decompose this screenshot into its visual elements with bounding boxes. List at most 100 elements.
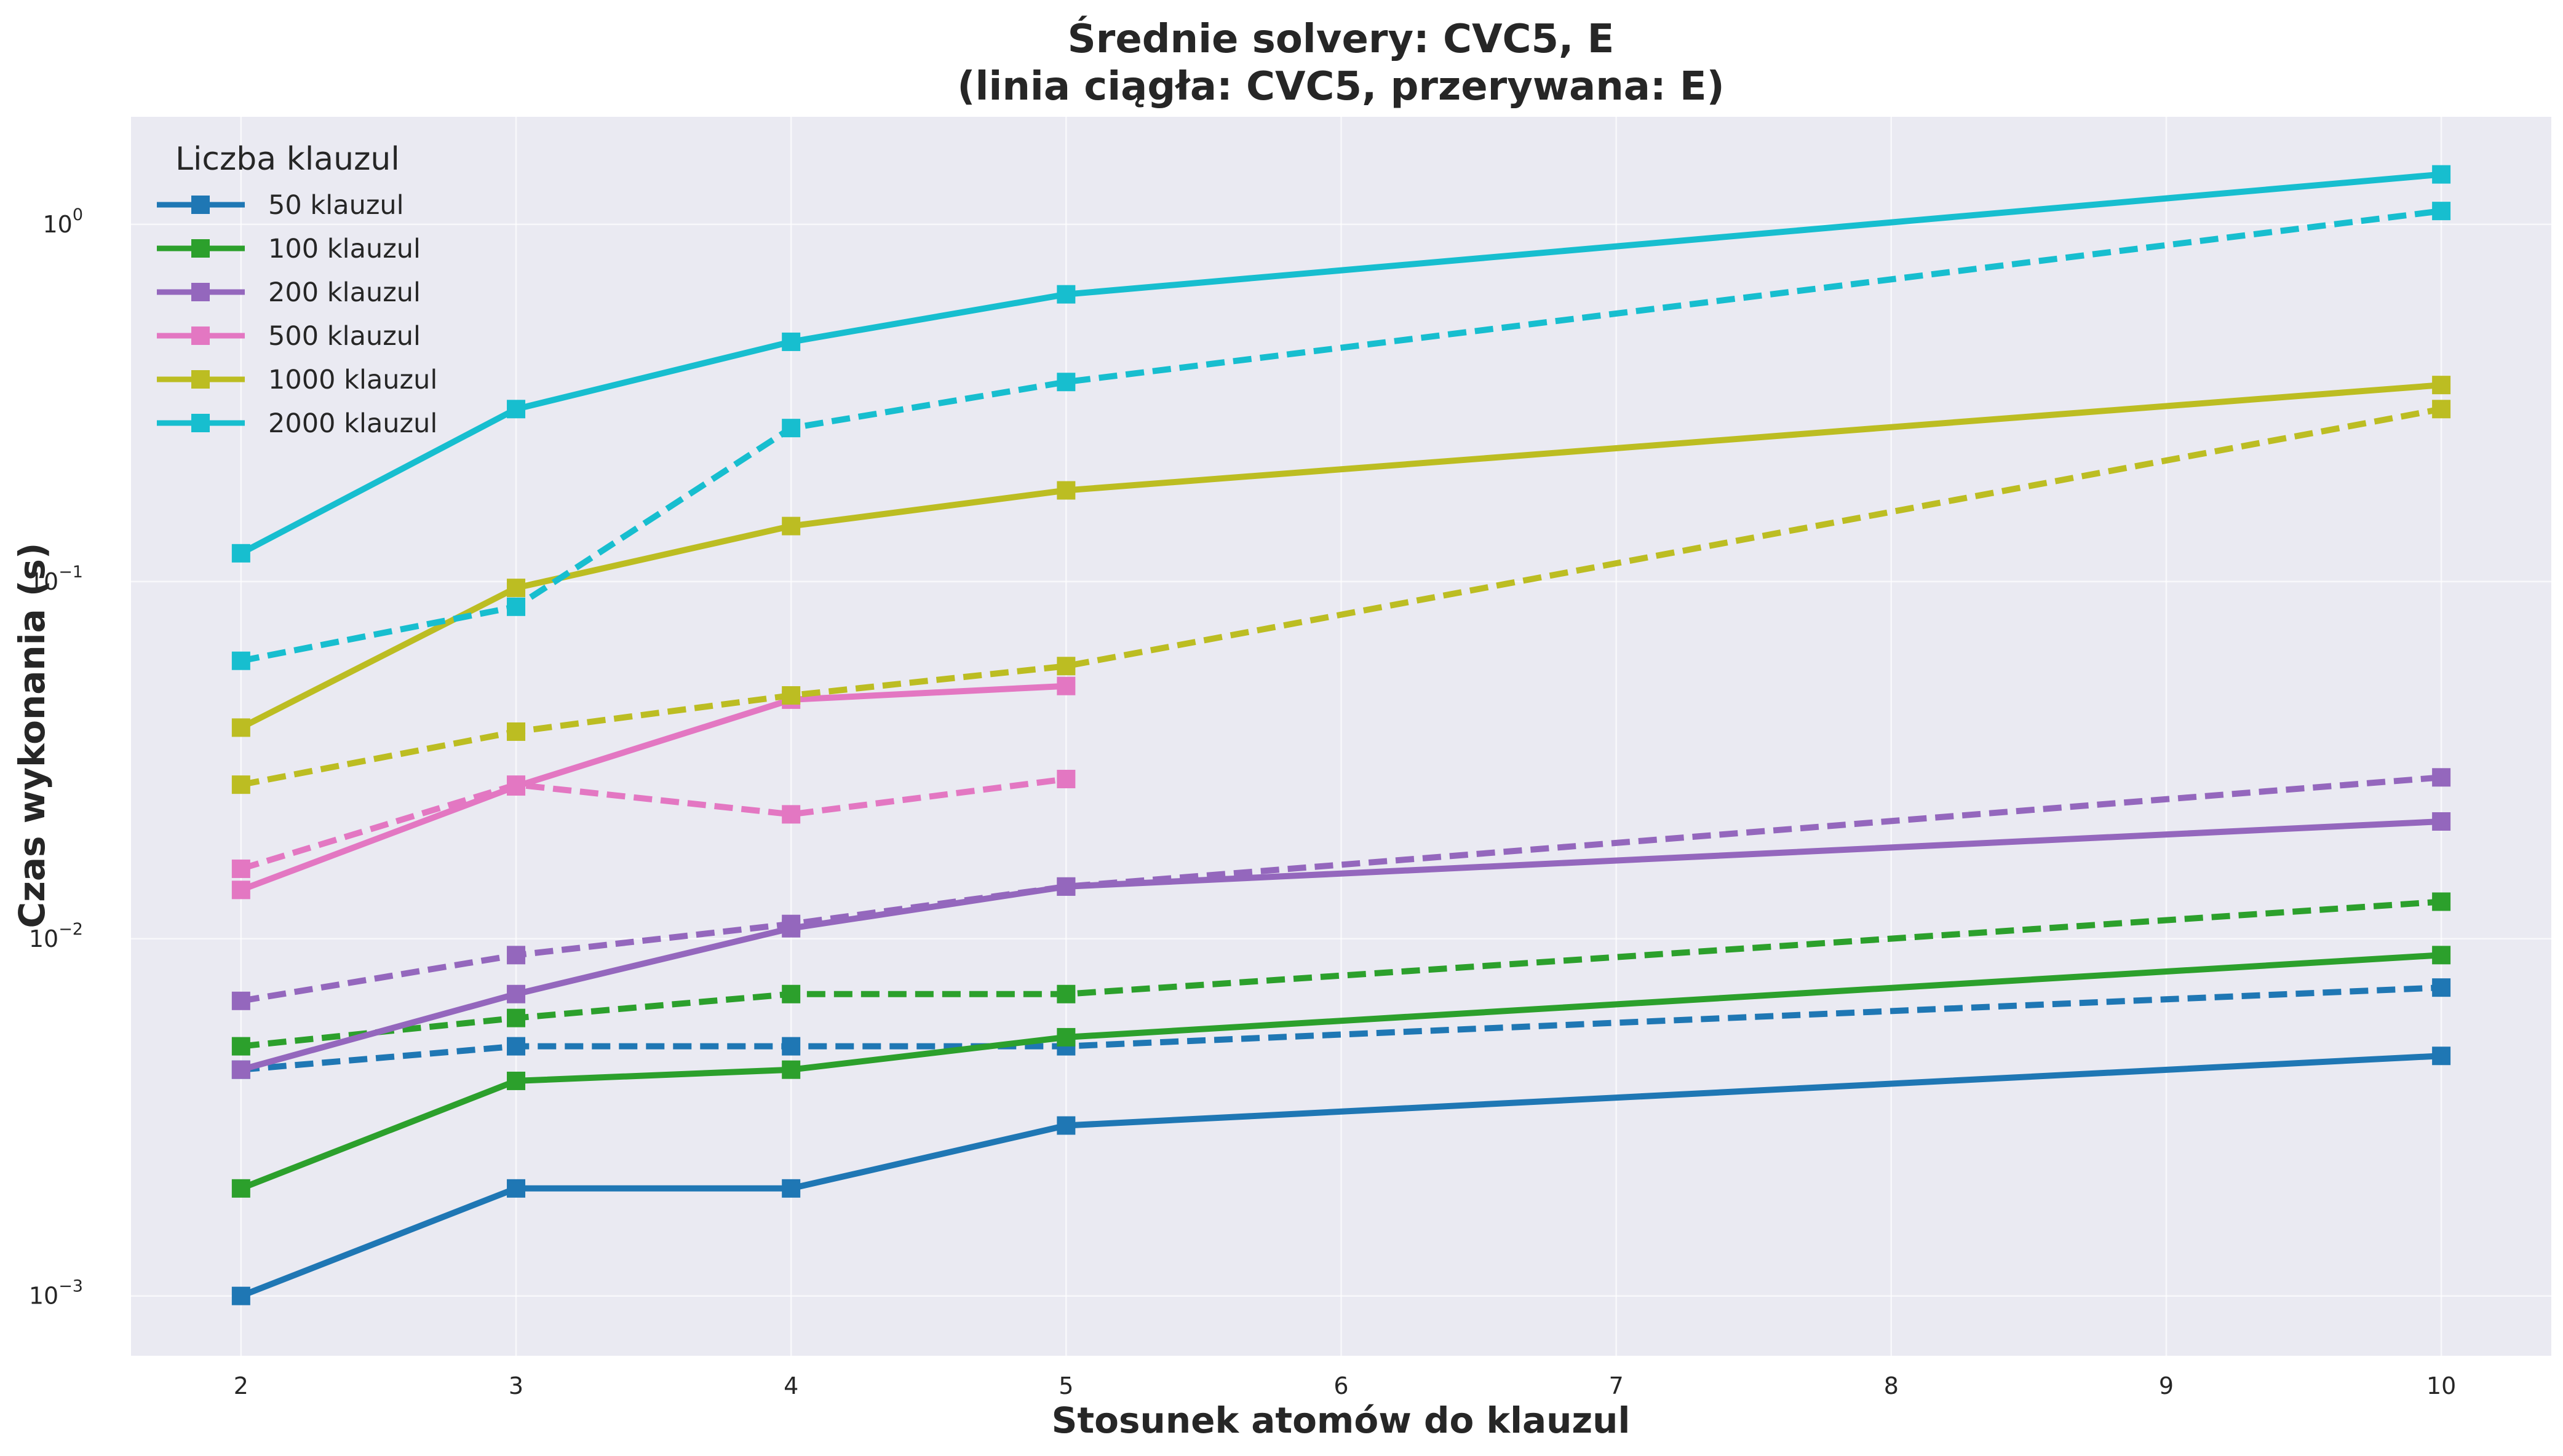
data-point (2432, 376, 2451, 395)
data-point (507, 984, 526, 1003)
data-point (231, 991, 250, 1010)
data-point (1057, 1116, 1076, 1135)
data-point (507, 597, 526, 616)
y-tick-label: 100 (42, 205, 83, 238)
data-point (507, 579, 526, 598)
series-200-klauzul-E (231, 768, 2451, 1010)
series-layer (231, 165, 2451, 1305)
x-axis-ticks: 2 3 4 5 6 7 8 9 10 (234, 1372, 2457, 1399)
data-point (231, 1179, 250, 1198)
legend-title: Liczba klauzul (175, 141, 400, 178)
y-tick-label: 10−3 (29, 1277, 83, 1310)
data-point (507, 946, 526, 965)
legend-entry: 2000 klauzul (157, 408, 437, 439)
data-point (231, 775, 250, 794)
series-line (240, 682, 1067, 893)
series-100-klauzul-CVC5 (231, 946, 2451, 1198)
series-2000-klauzul-CVC5 (231, 165, 2451, 563)
data-point (2432, 165, 2451, 184)
data-point (507, 400, 526, 419)
series-500-klauzul-E (231, 769, 1076, 878)
data-point (1057, 769, 1076, 788)
data-point (507, 1008, 526, 1027)
legend: Liczba klauzul 50 klauzul 100 klauzul 200 … (157, 141, 437, 439)
chart-title-line1: Średnie solvery: CVC5, E (1068, 15, 1615, 62)
data-point (2432, 768, 2451, 787)
x-tick-label: 2 (234, 1372, 248, 1399)
data-point (231, 651, 250, 670)
legend-label: 500 klauzul (268, 321, 421, 352)
data-point (782, 1179, 801, 1198)
data-point (782, 332, 801, 351)
data-point (782, 1060, 801, 1079)
data-point (231, 859, 250, 878)
data-point (2432, 1046, 2451, 1066)
series-100-klauzul-E (231, 892, 2451, 1056)
x-tick-label: 9 (2159, 1372, 2174, 1399)
data-point (1057, 657, 1076, 676)
legend-marker (191, 196, 210, 214)
series-line (240, 776, 1067, 872)
y-tick-label: 10−1 (29, 563, 83, 595)
data-point (1057, 877, 1076, 896)
x-tick-label: 4 (784, 1372, 798, 1399)
y-axis-label: Czas wykonania (s) (11, 543, 53, 928)
series-1000-klauzul-E (231, 400, 2451, 794)
data-point (231, 718, 250, 737)
data-point (1057, 676, 1076, 695)
legend-label: 1000 klauzul (268, 365, 437, 395)
grid (131, 117, 2551, 1356)
legend-marker (191, 326, 210, 345)
data-point (507, 1037, 526, 1056)
data-point (2432, 202, 2451, 221)
data-point (782, 419, 801, 438)
data-point (2432, 812, 2451, 831)
y-axis-ticks: 10−3 10−2 10−1 100 (29, 205, 83, 1310)
data-point (1057, 1027, 1076, 1046)
data-point (2432, 946, 2451, 965)
x-axis-label: Stosunek atomów do klauzul (1052, 1399, 1631, 1441)
data-point (2432, 400, 2451, 419)
legend-label: 100 klauzul (268, 234, 421, 264)
legend-entry: 500 klauzul (157, 321, 421, 352)
data-point (782, 686, 801, 705)
data-point (231, 544, 250, 563)
legend-label: 200 klauzul (268, 277, 421, 308)
data-point (231, 1037, 250, 1056)
data-point (1057, 373, 1076, 392)
chart-title-line2: (linia ciągła: CVC5, przerywana: E) (957, 64, 1725, 109)
series-1000-klauzul-CVC5 (231, 376, 2451, 737)
data-point (507, 722, 526, 741)
x-tick-label: 10 (2426, 1372, 2456, 1399)
data-point (2432, 978, 2451, 997)
data-point (231, 880, 250, 900)
x-tick-label: 7 (1609, 1372, 1624, 1399)
data-point (507, 775, 526, 794)
data-point (782, 1037, 801, 1056)
x-tick-label: 8 (1884, 1372, 1899, 1399)
data-point (782, 516, 801, 536)
data-point (507, 1071, 526, 1090)
legend-marker (191, 239, 210, 258)
data-point (507, 1179, 526, 1198)
legend-entry: 200 klauzul (157, 277, 421, 308)
data-point (1057, 285, 1076, 304)
x-tick-label: 6 (1333, 1372, 1348, 1399)
legend-marker (191, 370, 210, 389)
legend-marker (191, 283, 210, 301)
data-point (2432, 892, 2451, 911)
y-tick-label: 10−2 (29, 920, 83, 952)
data-point (782, 984, 801, 1003)
data-point (782, 805, 801, 824)
series-2000-klauzul-E (231, 202, 2451, 670)
series-50-klauzul-CVC5 (231, 1046, 2451, 1305)
legend-entry: 50 klauzul (157, 190, 404, 221)
data-point (1057, 481, 1076, 500)
legend-label: 50 klauzul (268, 190, 404, 221)
legend-entry: 1000 klauzul (157, 365, 437, 395)
legend-label: 2000 klauzul (268, 408, 437, 439)
data-point (1057, 984, 1076, 1003)
data-point (782, 914, 801, 933)
data-point (231, 1286, 250, 1305)
